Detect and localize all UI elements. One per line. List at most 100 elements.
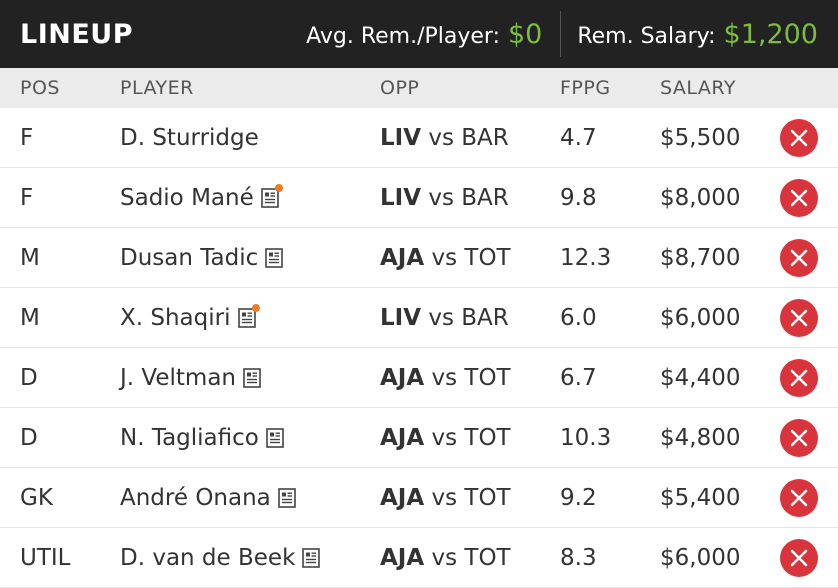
news-alert-dot-icon [274,183,283,192]
salary-value: $8,700 [660,244,741,271]
player-team: LIV [380,304,422,331]
player-team: LIV [380,124,422,151]
player-team: AJA [380,244,425,271]
player-position: D [20,424,38,451]
player-position: F [20,124,34,151]
table-row[interactable]: GK André Onana AJA vs TOT 9.2 $5,400 [0,468,838,528]
remove-player-button[interactable] [780,538,818,577]
table-row[interactable]: F D. Sturridge LIV vs BAR 4.7 $5,500 [0,108,838,168]
table-row[interactable]: D J. Veltman AJA vs TOT 6.7 $4,400 [0,348,838,408]
col-header-salary[interactable]: SALARY [660,77,737,99]
table-row[interactable]: UTIL D. van de Beek AJA vs TOT 8.3 $6,00… [0,528,838,588]
opponent-team: TOT [464,424,511,451]
remove-icon [790,189,808,206]
opponent-team: TOT [464,544,511,571]
remaining-salary: Rem. Salary: $1,200 [577,19,818,50]
salary-value: $5,500 [660,124,741,151]
news-icon[interactable] [277,487,296,508]
vs-text: vs [428,304,454,331]
player-cell: X. Shaqiri [120,303,260,331]
news-icon[interactable] [266,427,284,448]
news-icon[interactable] [243,367,261,388]
opponent-cell: LIV vs BAR [380,305,509,331]
opponent-team: TOT [464,244,511,271]
lineup-header: LINEUP Avg. Rem./Player: $0 Rem. Salary:… [0,0,838,68]
col-header-fppg[interactable]: FPPG [560,77,611,99]
player-name[interactable]: Dusan Tadic [120,244,259,271]
remove-icon [790,369,808,386]
vs-text: vs [428,184,454,211]
player-cell: N. Tagliafico [120,425,284,451]
remove-player-button[interactable] [780,178,818,217]
remove-player-button[interactable] [780,238,818,277]
remove-icon [790,129,808,146]
remove-icon [790,489,808,506]
remove-player-button[interactable] [780,298,818,337]
player-name[interactable]: X. Shaqiri [120,304,231,331]
player-cell: André Onana [120,485,296,511]
player-position: UTIL [20,544,71,571]
header-divider [560,11,562,57]
player-cell: D. Sturridge [120,125,259,151]
remove-player-button[interactable] [780,358,818,397]
fppg-value: 12.3 [560,244,612,271]
news-alert-dot-icon [251,303,260,312]
news-icon[interactable] [265,247,284,268]
table-row[interactable]: F Sadio Mané LIV vs BAR 9.8 $8,000 [0,168,838,228]
player-name[interactable]: N. Tagliafico [120,424,259,451]
player-name[interactable]: D. Sturridge [120,124,259,151]
player-team: AJA [380,364,425,391]
col-header-player[interactable]: PLAYER [120,77,194,99]
player-position: M [20,304,40,331]
fppg-value: 8.3 [560,544,597,571]
opponent-cell: AJA vs TOT [380,245,511,271]
avg-remaining-value: $0 [507,18,543,50]
opponent-team: TOT [464,484,511,511]
vs-text: vs [431,484,458,511]
opponent-cell: AJA vs TOT [380,365,511,391]
player-name[interactable]: J. Veltman [120,364,236,391]
avg-remaining-label: Avg. Rem./Player: [306,23,500,49]
player-position: D [20,364,38,391]
opponent-cell: AJA vs TOT [380,485,511,511]
remove-player-button[interactable] [780,118,818,157]
player-cell: Dusan Tadic [120,244,284,271]
news-icon[interactable] [302,547,321,568]
fppg-value: 9.2 [560,484,597,511]
table-row[interactable]: M X. Shaqiri LIV vs BAR 6.0 $6,000 [0,288,838,348]
player-team: AJA [380,484,425,511]
salary-value: $6,000 [660,304,741,331]
col-header-opp[interactable]: OPP [380,77,420,99]
vs-text: vs [431,244,458,271]
remove-player-button[interactable] [780,418,818,457]
salary-value: $4,800 [660,424,741,451]
remaining-salary-value: $1,200 [723,18,818,50]
fppg-value: 6.7 [560,364,597,391]
opponent-team: BAR [461,184,509,211]
fppg-value: 10.3 [560,424,612,451]
remove-icon [790,429,808,446]
col-header-pos[interactable]: POS [20,77,60,99]
news-icon[interactable] [237,303,260,328]
player-name[interactable]: D. van de Beek [120,544,296,571]
table-row[interactable]: D N. Tagliafico AJA vs TOT 10.3 $4,800 [0,408,838,468]
remove-player-button[interactable] [780,478,818,517]
salary-value: $4,400 [660,364,741,391]
opponent-team: BAR [461,304,509,331]
salary-value: $6,000 [660,544,741,571]
news-icon[interactable] [260,183,283,208]
player-name[interactable]: Sadio Mané [120,184,254,211]
player-cell: J. Veltman [120,365,261,391]
remaining-salary-label: Rem. Salary: [577,23,716,49]
player-team: AJA [380,424,425,451]
opponent-team: TOT [464,364,511,391]
player-name[interactable]: André Onana [120,484,271,511]
player-cell: D. van de Beek [120,544,321,571]
vs-text: vs [431,364,458,391]
player-team: AJA [380,544,425,571]
vs-text: vs [431,424,458,451]
opponent-cell: AJA vs TOT [380,425,511,451]
player-team: LIV [380,184,422,211]
table-row[interactable]: M Dusan Tadic AJA vs TOT 12.3 $8,700 [0,228,838,288]
opponent-cell: AJA vs TOT [380,545,511,571]
